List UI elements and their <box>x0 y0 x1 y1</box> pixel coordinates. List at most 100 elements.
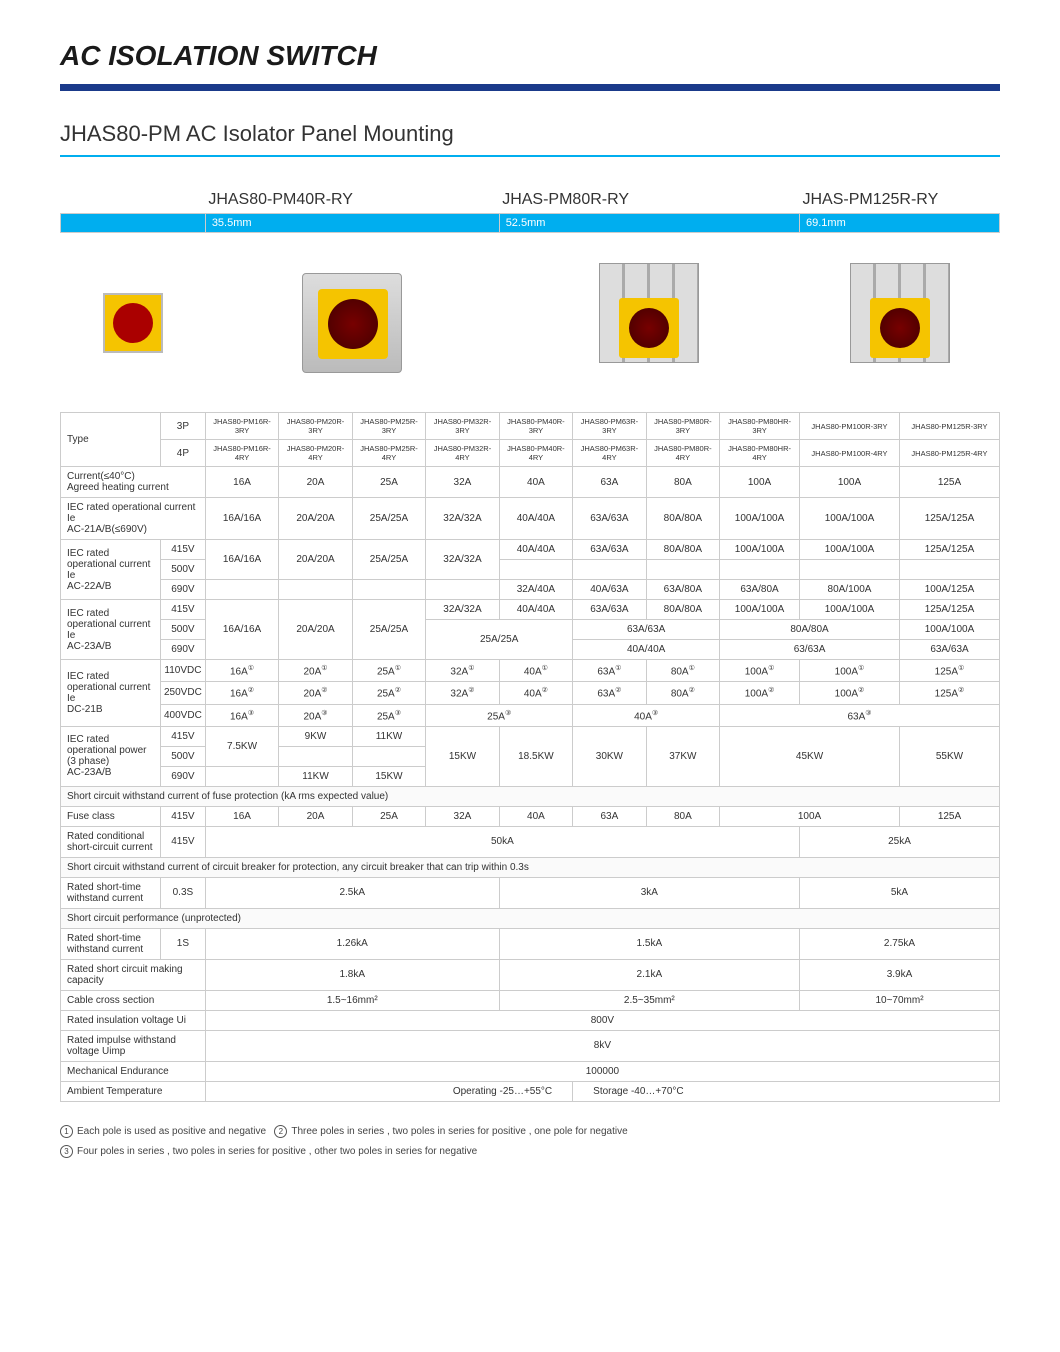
sc1-label: Short circuit withstand current of fuse … <box>61 786 1000 806</box>
model-3p-6: JHAS80-PM80R-3RY <box>646 413 719 440</box>
group-header-3: JHAS-PM125R-RY <box>800 187 1000 214</box>
spec-table: JHAS80-PM40R-RY JHAS-PM80R-RY JHAS-PM125… <box>60 187 1000 1102</box>
ac23-v690: 690V <box>161 640 206 660</box>
pw-v690: 690V <box>161 766 206 786</box>
current-9: 125A <box>900 467 1000 498</box>
pw-7: 45KW <box>720 726 900 786</box>
ac23-690-b0: 40A/40A <box>573 640 720 660</box>
ac22-415-6: 80A/80A <box>646 540 719 560</box>
model-3p-2: JHAS80-PM25R-3RY <box>352 413 425 440</box>
group-size-2: 52.5mm <box>499 214 799 233</box>
model-3p-7: JHAS80-PM80HR-3RY <box>720 413 800 440</box>
model-4p-0: JHAS80-PM16R-4RY <box>205 440 278 467</box>
poles-3p: 3P <box>161 413 206 440</box>
group-size-3: 69.1mm <box>800 214 1000 233</box>
poles-4p: 4P <box>161 440 206 467</box>
ac22-v500: 500V <box>161 560 206 580</box>
model-3p-3: JHAS80-PM32R-3RY <box>426 413 499 440</box>
rst1-2: 2.75kA <box>800 928 1000 959</box>
dc110-1: 20A① <box>279 660 352 682</box>
dc250-8: 100A② <box>800 682 900 704</box>
current-4: 40A <box>499 467 572 498</box>
group-size-1: 35.5mm <box>205 214 499 233</box>
main-title: AC ISOLATION SWITCH <box>60 40 1000 72</box>
riv-val: 800V <box>205 1010 999 1030</box>
rst03-2: 5kA <box>800 877 1000 908</box>
dc250-4: 40A② <box>499 682 572 704</box>
dc250-1: 20A② <box>279 682 352 704</box>
ac23-v500: 500V <box>161 620 206 640</box>
ac22-415-7: 100A/100A <box>720 540 800 560</box>
current-5: 63A <box>573 467 646 498</box>
ac22-m2: 25A/25A <box>352 540 425 580</box>
ac22-690-7: 63A/80A <box>720 580 800 600</box>
dc400-5: 40A③ <box>573 704 720 726</box>
sc2-label: Short circuit withstand current of circu… <box>61 857 1000 877</box>
sc3-label: Short circuit performance (unprotected) <box>61 908 1000 928</box>
rst1-1: 1.5kA <box>499 928 799 959</box>
dc110-5: 63A① <box>573 660 646 682</box>
fuse-10: 125A <box>900 806 1000 826</box>
pw-9: 55KW <box>900 726 1000 786</box>
ac21-5: 63A/63A <box>573 498 646 540</box>
current-3: 32A <box>426 467 499 498</box>
ac23-415-6: 80A/80A <box>646 600 719 620</box>
dc110-3: 32A① <box>426 660 499 682</box>
ac22-m3: 32A/32A <box>426 540 499 580</box>
model-3p-0: JHAS80-PM16R-3RY <box>205 413 278 440</box>
rst1-label: Rated short-time withstand current <box>61 928 161 959</box>
dc400-3: 25A③ <box>426 704 573 726</box>
ac23-500-b3: 100A/100A <box>900 620 1000 640</box>
dc110-2: 25A① <box>352 660 425 682</box>
model-3p-4: JHAS80-PM40R-3RY <box>499 413 572 440</box>
product-image-125r <box>840 263 960 383</box>
dc250-3: 32A② <box>426 682 499 704</box>
dc400-1: 20A③ <box>279 704 352 726</box>
pw-v500: 500V <box>161 746 206 766</box>
ac21-9: 125A/125A <box>900 498 1000 540</box>
current-7: 100A <box>720 467 800 498</box>
ac22-415-8: 100A/100A <box>800 540 900 560</box>
current-0: 16A <box>205 467 278 498</box>
rst03-1: 3kA <box>499 877 799 908</box>
ac22-415-4: 40A/40A <box>499 540 572 560</box>
pw-415-2: 11KW <box>352 726 425 746</box>
fuse-1: 16A <box>205 806 278 826</box>
dc400-2: 25A③ <box>352 704 425 726</box>
footnote-2: Three poles in series , two poles in ser… <box>291 1126 627 1137</box>
fuse-2: 20A <box>279 806 352 826</box>
current-2: 25A <box>352 467 425 498</box>
at-a: Operating -25…+55°C <box>205 1081 572 1101</box>
dc250-9: 125A② <box>900 682 1000 704</box>
ac21-7: 100A/100A <box>720 498 800 540</box>
ac21-2: 25A/25A <box>352 498 425 540</box>
ac22-415-9: 125A/125A <box>900 540 1000 560</box>
ac23-415-5: 63A/63A <box>573 600 646 620</box>
ac22-v690: 690V <box>161 580 206 600</box>
dc110-7: 100A① <box>720 660 800 682</box>
pw-690-1: 11KW <box>279 766 352 786</box>
pw-v415: 415V <box>161 726 206 746</box>
footnote-1: Each pole is used as positive and negati… <box>77 1126 266 1137</box>
dc250-6: 80A② <box>646 682 719 704</box>
subtitle: JHAS80-PM AC Isolator Panel Mounting <box>60 121 1000 147</box>
fuse-v: 415V <box>161 806 206 826</box>
rscmc-label: Rated short circuit making capacity <box>61 959 206 990</box>
rst03-label: Rated short-time withstand current <box>61 877 161 908</box>
ac22-690-6: 63A/80A <box>646 580 719 600</box>
ac21-4: 40A/40A <box>499 498 572 540</box>
fuse-label: Fuse class <box>61 806 161 826</box>
riwv-label: Rated impulse withstand voltage Uimp <box>61 1030 206 1061</box>
model-4p-9: JHAS80-PM125R-4RY <box>900 440 1000 467</box>
dc21-label: IEC rated operational current Ie DC-21B <box>61 660 161 727</box>
ac23-500-b0: 63A/63A <box>573 620 720 640</box>
dc400-0: 16A③ <box>205 704 278 726</box>
fuse-5: 40A <box>499 806 572 826</box>
ac22-v415: 415V <box>161 540 206 560</box>
product-image-80r <box>589 263 709 383</box>
fuse-3: 25A <box>352 806 425 826</box>
pw-4: 18.5KW <box>499 726 572 786</box>
ac22-690-4: 32A/40A <box>499 580 572 600</box>
product-image-40r <box>302 273 402 373</box>
model-4p-2: JHAS80-PM25R-4RY <box>352 440 425 467</box>
